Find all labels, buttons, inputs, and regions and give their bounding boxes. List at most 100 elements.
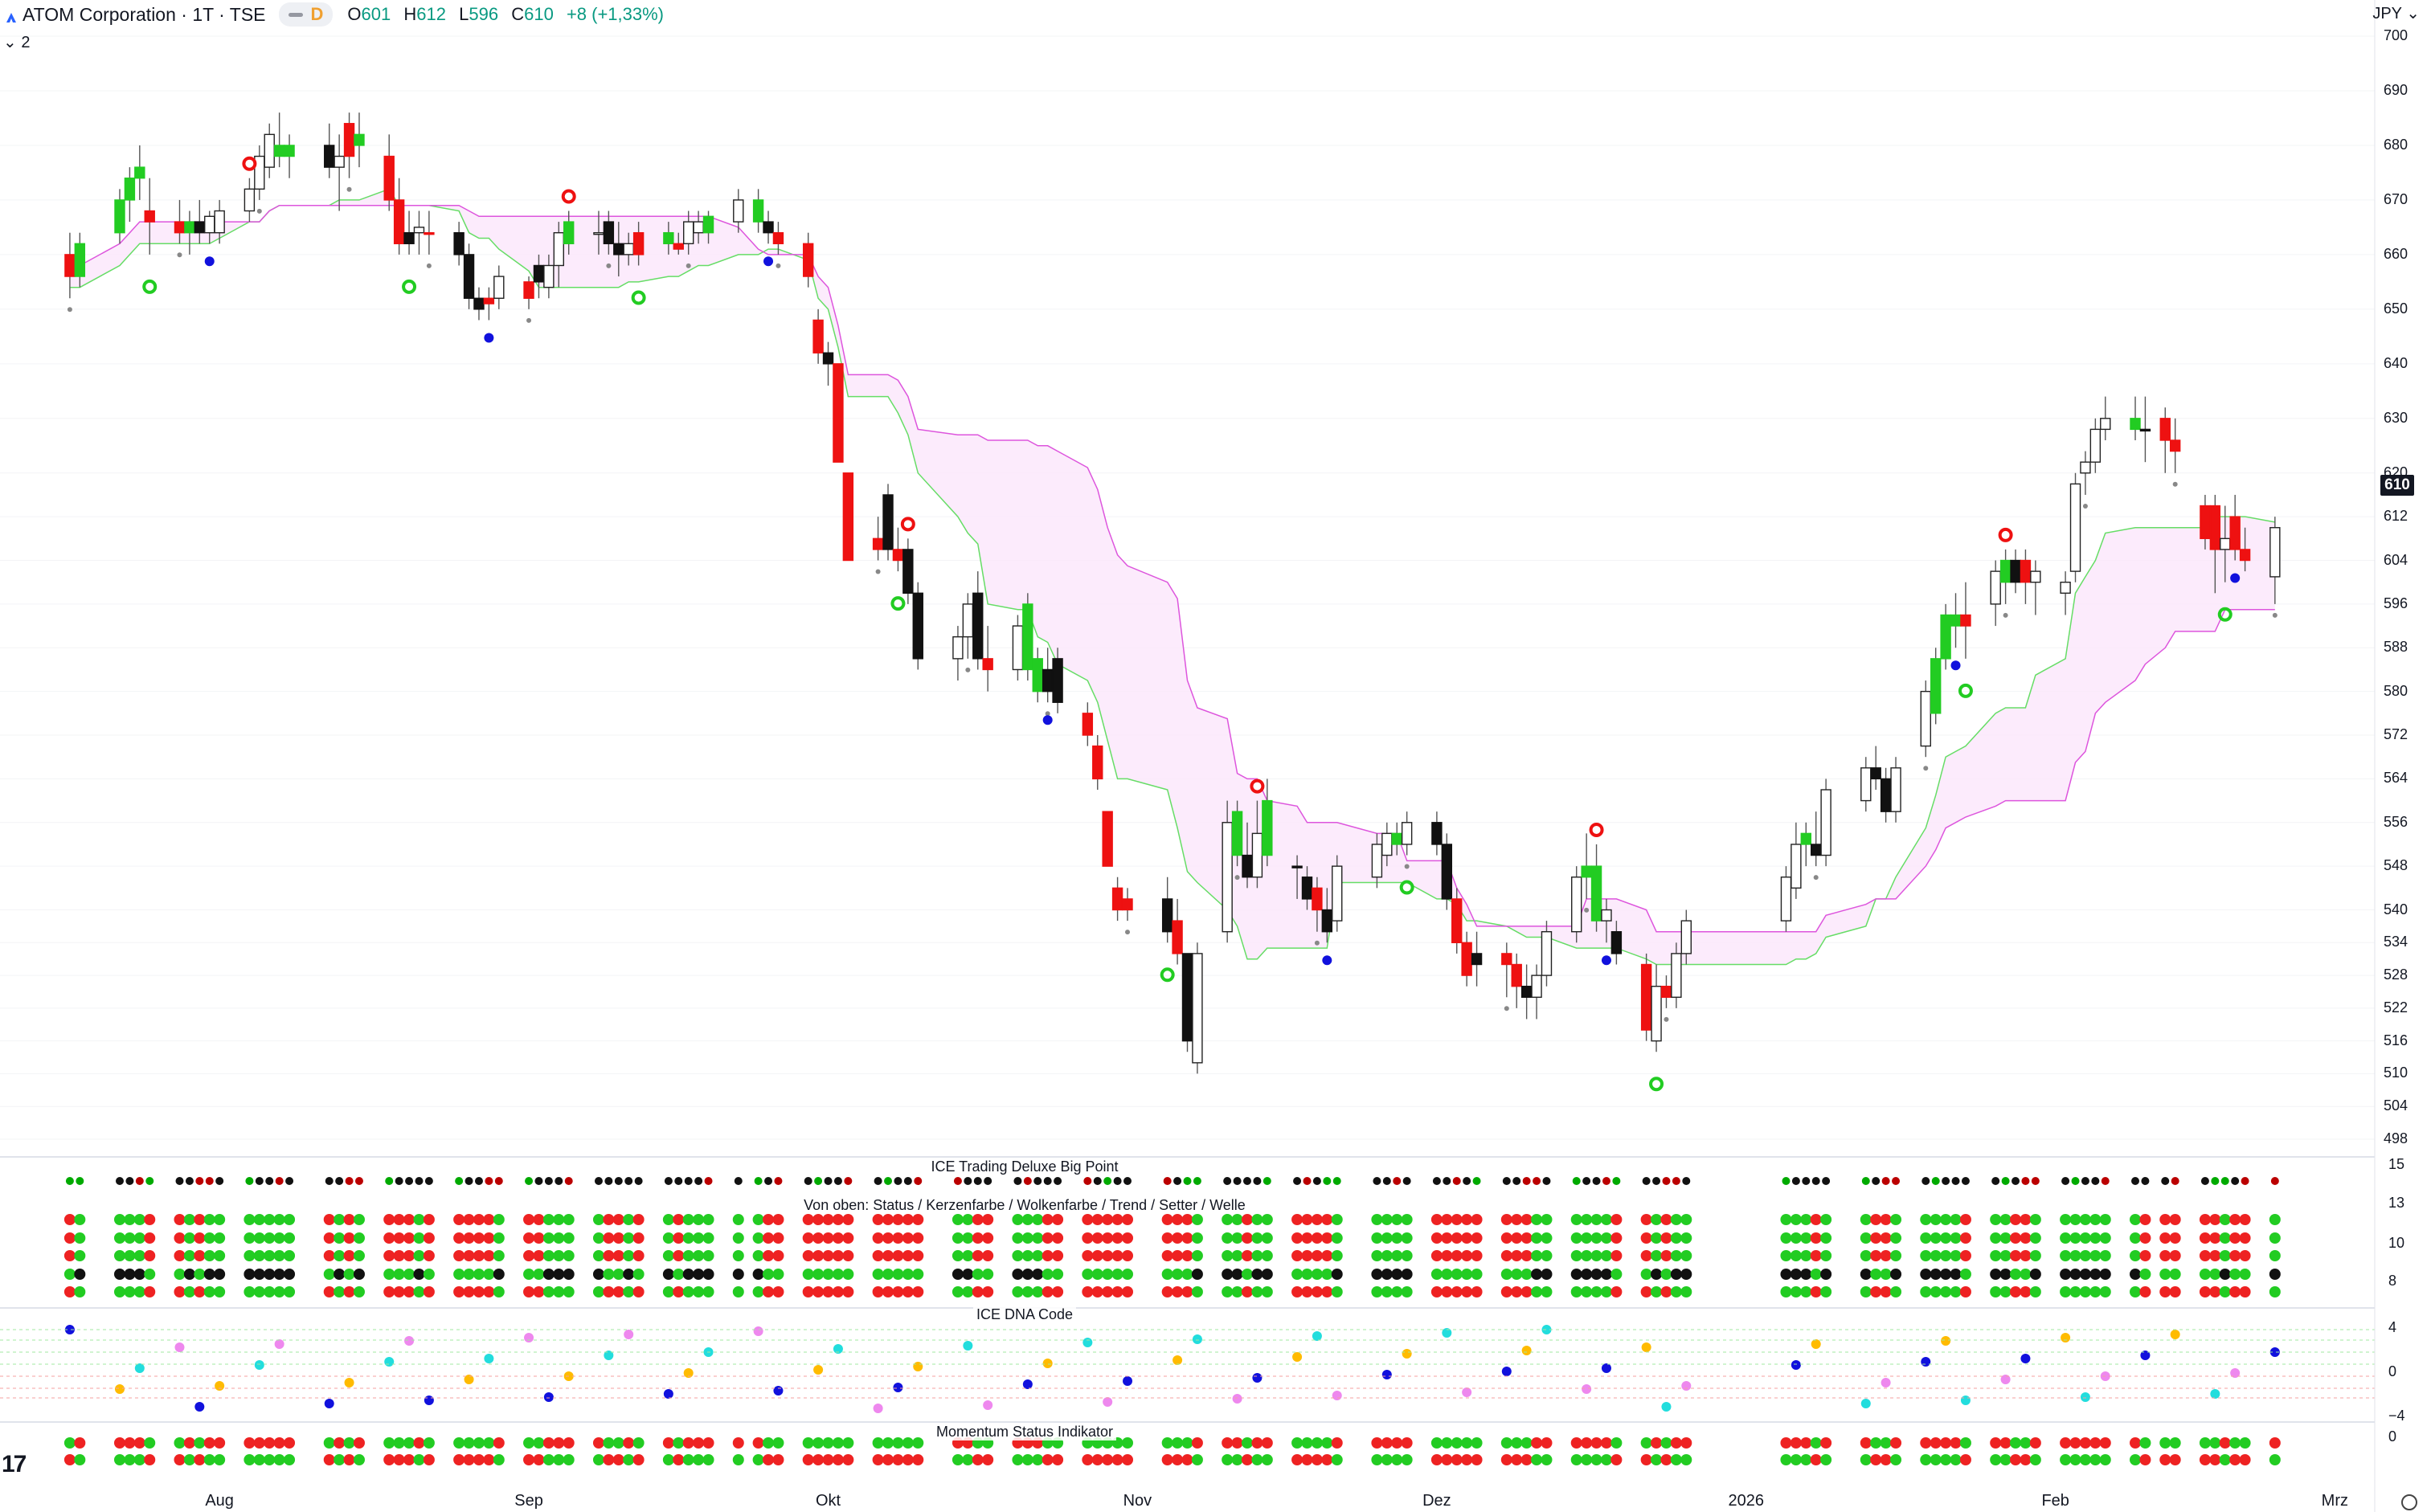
candle-body <box>2209 505 2221 550</box>
status-dot <box>2010 1454 2022 1465</box>
status-dot <box>1610 1286 1623 1297</box>
status-dot <box>214 1454 226 1465</box>
dna-dot <box>1960 1396 1971 1405</box>
price-tick-label: 588 <box>2384 639 2408 656</box>
status-dot <box>1111 1232 1123 1244</box>
status-dot <box>1021 1214 1033 1225</box>
status-dot <box>1581 1250 1593 1261</box>
candle-body <box>124 178 136 201</box>
status-dot <box>842 1269 854 1280</box>
pane-separators <box>0 0 2376 1512</box>
candle-body <box>1930 658 1942 714</box>
status-dot <box>972 1269 984 1280</box>
status-dot <box>682 1214 694 1225</box>
price-tick-label: 630 <box>2384 409 2408 426</box>
dna-dot <box>1252 1373 1263 1383</box>
status-dot <box>1680 1269 1692 1280</box>
status-dot <box>483 1269 495 1280</box>
status-dot <box>1381 1437 1393 1449</box>
status-dot <box>413 1437 425 1449</box>
status-dot <box>465 1177 473 1185</box>
candle-body <box>2089 428 2102 463</box>
status-dot <box>2089 1250 2102 1261</box>
candle <box>1262 778 1273 867</box>
status-dot <box>334 1454 346 1465</box>
status-dot <box>1570 1286 1582 1297</box>
signal-ring-green <box>142 279 158 294</box>
candle <box>2169 418 2181 473</box>
gear-icon[interactable] <box>2401 1494 2417 1510</box>
dna-dot <box>893 1383 903 1392</box>
candle <box>2239 527 2251 572</box>
candle-body <box>1332 865 1343 922</box>
status-dot <box>1860 1454 1872 1465</box>
status-dot <box>1111 1454 1123 1465</box>
status-dot <box>1430 1437 1443 1449</box>
status-dot <box>205 1177 214 1185</box>
status-dot <box>2079 1437 2091 1449</box>
time-tick-label: Aug <box>205 1492 234 1510</box>
status-dot <box>1181 1454 1193 1465</box>
status-dot <box>194 1454 206 1465</box>
status-dot <box>1531 1286 1543 1297</box>
status-dot <box>133 1269 145 1280</box>
status-dot <box>135 1177 144 1185</box>
status-dot <box>982 1232 994 1244</box>
candle <box>1520 964 1533 1020</box>
status-dot <box>634 1177 643 1185</box>
interval-badge[interactable]: D <box>278 2 334 27</box>
status-dot <box>842 1232 854 1244</box>
currency-selector[interactable]: JPY ⌄ <box>2372 3 2420 23</box>
status-dot <box>273 1250 285 1261</box>
status-dot <box>334 1250 346 1261</box>
status-dot <box>1102 1269 1114 1280</box>
status-dot <box>463 1214 475 1225</box>
status-dot <box>483 1437 495 1449</box>
symbol-title[interactable]: ATOM Corporation · 1T · TSE <box>23 3 266 25</box>
status-dot <box>284 1286 296 1297</box>
candle-body <box>1680 920 1692 954</box>
status-dot <box>542 1437 555 1449</box>
status-dot <box>1043 1177 1052 1185</box>
status-dot <box>972 1214 984 1225</box>
price-tick-label: 504 <box>2384 1097 2408 1114</box>
dna-dot <box>2020 1354 2031 1363</box>
status-dot <box>353 1214 365 1225</box>
status-dot <box>2069 1214 2081 1225</box>
status-dot <box>833 1177 842 1185</box>
candle <box>1680 909 1692 965</box>
indicator-collapse-toggle[interactable]: ⌄ 2 <box>3 32 30 52</box>
status-dot <box>1541 1214 1553 1225</box>
status-dot <box>1800 1269 1812 1280</box>
status-dot <box>1251 1286 1263 1297</box>
status-dot <box>2219 1232 2231 1244</box>
candle <box>702 210 714 244</box>
status-dot <box>1331 1250 1343 1261</box>
signal-ring-green <box>1958 683 1973 698</box>
status-dot <box>113 1454 125 1465</box>
time-tick-label: Dez <box>1422 1492 1451 1510</box>
status-dot <box>413 1232 425 1244</box>
status-dot <box>1311 1454 1323 1465</box>
status-dot <box>2211 1177 2220 1185</box>
status-dot <box>1401 1232 1413 1244</box>
status-dot <box>1640 1269 1652 1280</box>
candle <box>1581 833 1592 899</box>
status-dot <box>553 1214 565 1225</box>
status-dot <box>1870 1454 1882 1465</box>
status-dot <box>802 1454 814 1465</box>
dna-dot <box>873 1404 883 1413</box>
status-dot <box>74 1250 86 1261</box>
status-dot <box>493 1250 505 1261</box>
status-dot <box>533 1269 545 1280</box>
dna-dot <box>1921 1357 1931 1367</box>
status-dot <box>1511 1437 1523 1449</box>
status-dot <box>1181 1250 1193 1261</box>
status-dot <box>1441 1250 1453 1261</box>
candle <box>623 232 634 266</box>
status-dot <box>734 1177 743 1185</box>
status-dot <box>662 1454 674 1465</box>
pane-tick-label: 4 <box>2388 1319 2397 1335</box>
status-dot <box>802 1286 814 1297</box>
